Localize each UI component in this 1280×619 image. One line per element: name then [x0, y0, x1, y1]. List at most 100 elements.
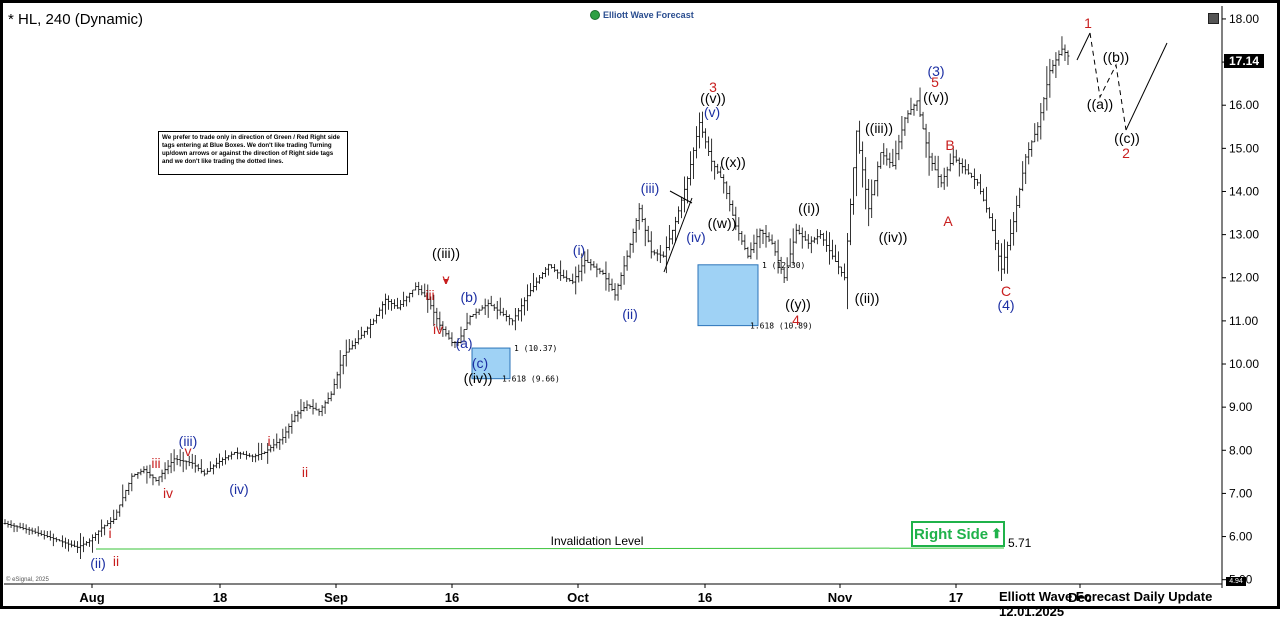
y-tick-label: 11.00	[1229, 314, 1258, 328]
ohlc-bar	[444, 326, 448, 337]
projection-wave-3	[1125, 42, 1168, 131]
ohlc-bar	[133, 473, 137, 477]
ohlc-bar	[229, 451, 233, 460]
ohlc-bar	[181, 451, 185, 473]
wave-label-dd_v2: ((v))	[923, 89, 949, 105]
ohlc-bar	[1012, 212, 1016, 246]
ohlc-bar	[124, 489, 128, 502]
window-menu-icon[interactable]	[1208, 13, 1219, 24]
ohlc-bar	[85, 540, 89, 546]
ohlc-bar	[803, 230, 807, 241]
ohlc-bar	[202, 469, 206, 477]
ohlc-bar	[69, 540, 73, 548]
ohlc-bar	[737, 217, 741, 241]
ohlc-bar	[661, 251, 665, 258]
ohlc-bar	[963, 159, 967, 175]
wave-label-dd_iii1: ((iii))	[432, 245, 460, 261]
ohlc-bar	[740, 231, 744, 245]
wave-label-l4: 4	[792, 312, 800, 328]
invalidation-line	[95, 547, 1005, 550]
ohlc-bar	[3, 519, 7, 525]
ohlc-bar	[1009, 219, 1013, 251]
ohlc-bar	[695, 126, 699, 159]
ohlc-bar	[773, 240, 777, 256]
x-tick-label: Dec	[1068, 590, 1092, 605]
ohlc-bar	[610, 278, 614, 291]
ohlc-bar	[48, 530, 52, 541]
wave-label-p4: (4)	[997, 297, 1014, 313]
ohlc-bar	[565, 270, 569, 283]
ohlc-bar	[954, 149, 958, 163]
ohlc-bar	[290, 413, 294, 434]
ohlc-bar	[320, 404, 324, 417]
ohlc-bar	[142, 466, 146, 474]
projection-wave-1	[1076, 32, 1091, 61]
x-tick-label: Oct	[567, 590, 589, 605]
ohlc-bar	[701, 111, 705, 138]
wave-label-dd_c: ((c))	[1114, 130, 1140, 146]
ohlc-bar	[849, 198, 853, 246]
ohlc-bar	[317, 408, 321, 416]
ohlc-bar	[78, 533, 82, 560]
trading-note: We prefer to trade only in direction of …	[158, 131, 348, 175]
ohlc-bar	[812, 236, 816, 244]
ohlc-bar	[655, 249, 659, 262]
ohlc-bar	[344, 339, 348, 367]
wave-label-piii_a: (iii)	[641, 180, 660, 196]
ohlc-bar	[836, 251, 840, 275]
ohlc-bar	[441, 321, 445, 337]
ohlc-bar	[402, 291, 406, 307]
ohlc-bar	[785, 257, 789, 281]
logo-globe-icon	[590, 10, 600, 20]
ohlc-bar	[972, 168, 976, 189]
ohlc-bar	[15, 525, 19, 532]
right-side-label: Right Side	[913, 525, 989, 543]
ohlc-bar	[417, 281, 421, 296]
ohlc-bar	[12, 523, 16, 533]
y-tick-label: 9.00	[1229, 400, 1253, 414]
ohlc-bar	[1045, 66, 1049, 111]
ohlc-bar	[670, 229, 674, 245]
ohlc-bar	[616, 283, 620, 301]
ohlc-bar	[257, 442, 261, 461]
wave-label-riii2: iii	[425, 287, 434, 303]
ohlc-bar	[903, 116, 907, 136]
ohlc-bar	[528, 282, 532, 297]
ohlc-bar	[522, 297, 526, 316]
ohlc-bar	[115, 509, 119, 520]
ohlc-bar	[377, 307, 381, 317]
wave-label-piv_b: (iv)	[229, 481, 248, 497]
invalidation-label: Invalidation Level	[551, 534, 644, 548]
ohlc-bar	[945, 166, 949, 187]
projection-wave-2-dashed	[1089, 32, 1127, 131]
ohlc-bar	[858, 120, 862, 154]
ohlc-bar	[936, 155, 940, 189]
ohlc-bar	[432, 294, 436, 327]
y-tick-label: 15.00	[1229, 141, 1259, 155]
wave-label-pi_a: (i)	[573, 242, 585, 258]
ohlc-bar	[852, 167, 856, 215]
ohlc-bar	[583, 251, 587, 274]
ohlc-bar	[217, 453, 221, 469]
ohlc-bar	[824, 230, 828, 252]
ohlc-bar	[725, 181, 729, 200]
ohlc-bar	[544, 267, 548, 278]
ohlc-bar	[151, 474, 155, 486]
ohlc-bar	[314, 402, 318, 411]
ohlc-bar	[178, 449, 182, 467]
ohlc-bar	[631, 228, 635, 253]
wave-label-dd_ii2: ((ii))	[855, 290, 880, 306]
ohlc-bar	[840, 266, 844, 277]
x-tick-label: Aug	[79, 590, 104, 605]
ohlc-bar	[311, 399, 315, 415]
ohlc-bar	[226, 455, 230, 461]
ohlc-bar	[604, 261, 608, 291]
y-tick-label: 12.00	[1229, 271, 1259, 285]
ohlc-bar	[100, 519, 104, 537]
x-tick-label: 16	[445, 590, 459, 605]
ohlc-bar	[613, 283, 617, 301]
ohlc-bar	[214, 457, 218, 469]
ohlc-bar	[981, 188, 985, 202]
